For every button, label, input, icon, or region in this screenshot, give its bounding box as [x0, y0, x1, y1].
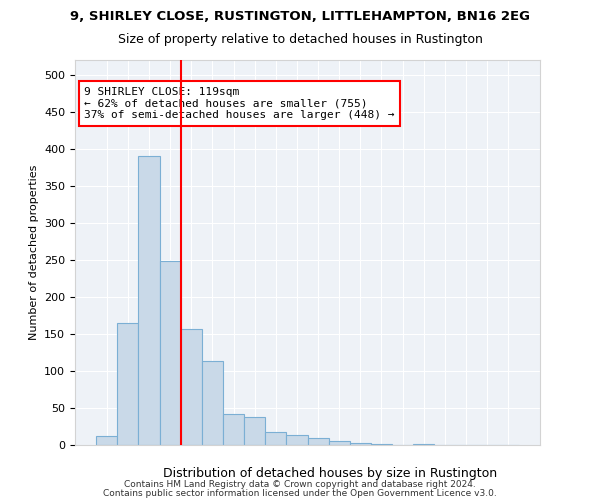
Bar	[286, 434, 308, 445]
Bar	[181, 329, 202, 445]
Y-axis label: Number of detached properties: Number of detached properties	[29, 165, 38, 340]
Text: 9, SHIRLEY CLOSE, RUSTINGTON, LITTLEHAMPTON, BN16 2EG: 9, SHIRLEY CLOSE, RUSTINGTON, LITTLEHAMP…	[70, 10, 530, 23]
Bar	[117, 323, 139, 445]
Bar	[308, 438, 329, 445]
Bar	[265, 432, 286, 445]
Bar	[329, 440, 350, 445]
Bar	[244, 417, 265, 445]
Bar	[139, 156, 160, 445]
Text: Size of property relative to detached houses in Rustington: Size of property relative to detached ho…	[118, 32, 482, 46]
Bar	[202, 362, 223, 445]
Bar	[160, 262, 181, 445]
Text: 9 SHIRLEY CLOSE: 119sqm
← 62% of detached houses are smaller (755)
37% of semi-d: 9 SHIRLEY CLOSE: 119sqm ← 62% of detache…	[84, 87, 395, 120]
Bar	[413, 444, 434, 445]
Text: Contains public sector information licensed under the Open Government Licence v3: Contains public sector information licen…	[103, 489, 497, 498]
Bar	[223, 414, 244, 445]
Bar	[96, 436, 117, 445]
Text: Contains HM Land Registry data © Crown copyright and database right 2024.: Contains HM Land Registry data © Crown c…	[124, 480, 476, 489]
Text: Distribution of detached houses by size in Rustington: Distribution of detached houses by size …	[163, 468, 497, 480]
Bar	[371, 444, 392, 445]
Bar	[350, 443, 371, 445]
